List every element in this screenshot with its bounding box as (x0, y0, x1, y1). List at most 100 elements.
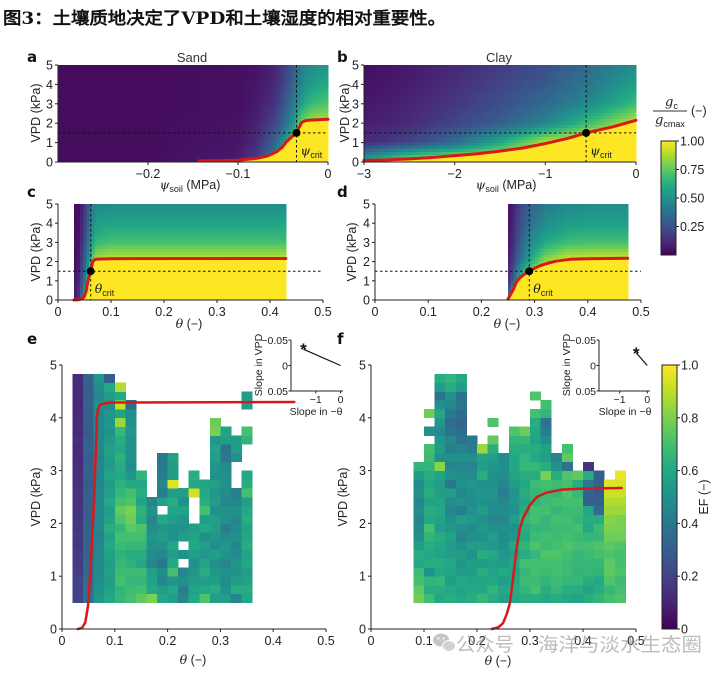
field-cell (535, 149, 539, 153)
field-cell (454, 152, 458, 156)
field-cell (391, 77, 395, 81)
field-cell (193, 92, 197, 96)
field-cell (280, 116, 284, 120)
field-cell (421, 104, 425, 108)
field-cell (160, 113, 164, 117)
field-cell (406, 149, 410, 153)
field-cell (535, 152, 539, 156)
field-cell (529, 74, 533, 78)
field-cell (235, 80, 239, 84)
field-cell (487, 140, 491, 144)
field-cell (256, 140, 260, 144)
field-cell (190, 116, 194, 120)
field-cell (253, 125, 257, 129)
field-cell (175, 149, 179, 153)
field-cell (136, 107, 140, 111)
field-cell (526, 134, 530, 138)
field-cell (421, 86, 425, 90)
field-cell (460, 89, 464, 93)
field-cell (133, 71, 137, 75)
field-cell (115, 110, 119, 114)
field-cell (493, 110, 497, 114)
field-cell (313, 101, 317, 105)
field-cell (169, 146, 173, 150)
field-cell (211, 68, 215, 72)
field-cell (178, 95, 182, 99)
field-cell (481, 104, 485, 108)
field-cell (325, 149, 329, 153)
field-cell (463, 107, 467, 111)
field-cell (271, 137, 275, 141)
field-cell (235, 113, 239, 117)
field-cell (163, 113, 167, 117)
field-cell (526, 104, 530, 108)
field-cell (409, 110, 413, 114)
field-cell (70, 134, 74, 138)
field-cell (322, 83, 326, 87)
field-cell (313, 152, 317, 156)
field-cell (322, 74, 326, 78)
field-cell (505, 140, 509, 144)
field-cell (217, 119, 221, 123)
field-cell (286, 110, 290, 114)
field-cell (208, 128, 212, 132)
field-cell (382, 83, 386, 87)
field-cell (124, 98, 128, 102)
field-cell (283, 137, 287, 141)
field-cell (106, 122, 110, 126)
field-cell (244, 83, 248, 87)
field-cell (310, 71, 314, 75)
field-cell (538, 77, 542, 81)
field-cell (91, 110, 95, 114)
field-cell (262, 83, 266, 87)
field-cell (157, 146, 161, 150)
field-cell (190, 74, 194, 78)
field-cell (412, 83, 416, 87)
field-cell (76, 158, 80, 162)
field-cell (238, 134, 242, 138)
field-cell (520, 77, 524, 81)
field-cell (484, 146, 488, 150)
field-cell (184, 71, 188, 75)
field-cell (286, 116, 290, 120)
field-cell (406, 113, 410, 117)
field-cell (466, 119, 470, 123)
field-cell (274, 122, 278, 126)
field-cell (268, 134, 272, 138)
field-cell (469, 101, 473, 105)
field-cell (451, 131, 455, 135)
field-cell (154, 89, 158, 93)
field-cell (58, 134, 62, 138)
field-cell (457, 92, 461, 96)
field-cell (79, 155, 83, 159)
field-cell (310, 155, 314, 159)
field-cell (487, 89, 491, 93)
field-cell (292, 83, 296, 87)
field-cell (385, 77, 389, 81)
field-cell (304, 146, 308, 150)
field-cell (268, 104, 272, 108)
field-cell (448, 98, 452, 102)
field-cell (82, 104, 86, 108)
field-cell (265, 107, 269, 111)
field-cell (298, 80, 302, 84)
field-cell (535, 113, 539, 117)
field-cell (451, 89, 455, 93)
field-cell (448, 149, 452, 153)
field-cell (79, 149, 83, 153)
field-cell (379, 104, 383, 108)
field-cell (307, 137, 311, 141)
field-cell (115, 86, 119, 90)
field-cell (433, 68, 437, 72)
field-cell (190, 137, 194, 141)
field-cell (217, 140, 221, 144)
field-cell (430, 152, 434, 156)
field-cell (151, 86, 155, 90)
field-cell (310, 158, 314, 162)
field-cell (424, 119, 428, 123)
field-cell (478, 122, 482, 126)
field-cell (139, 110, 143, 114)
field-cell (517, 95, 521, 99)
field-cell (175, 113, 179, 117)
field-cell (94, 95, 98, 99)
